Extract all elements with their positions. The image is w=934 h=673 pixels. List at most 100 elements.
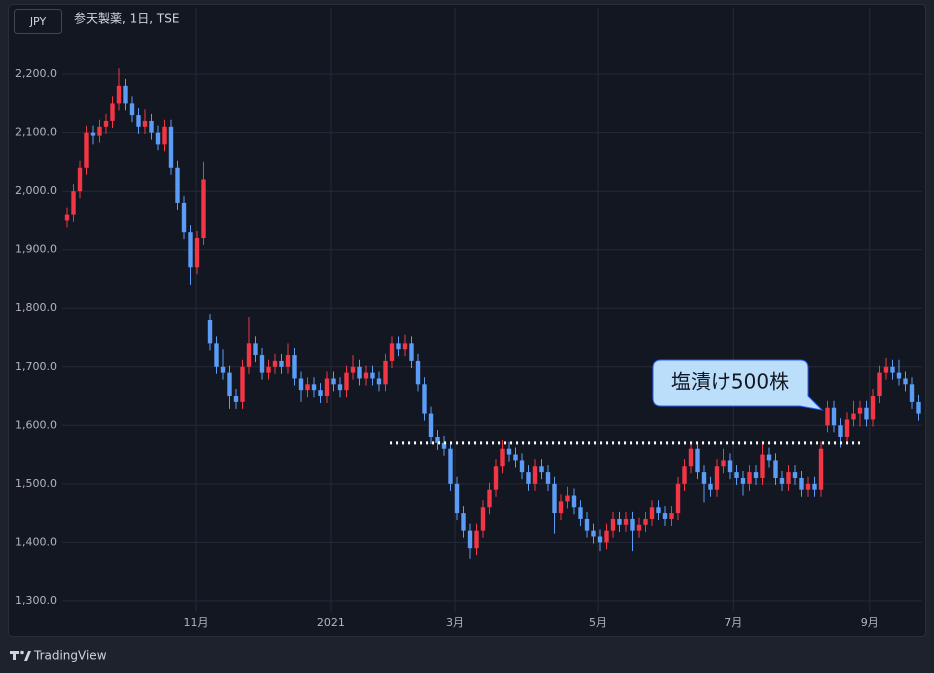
candle-body [246,343,252,367]
candle-body [890,366,895,373]
currency-button[interactable] [14,9,62,34]
candle-body [227,372,232,397]
candle-body [799,477,804,490]
candle-body [610,518,616,531]
candle-body [305,384,310,391]
candle-body [233,396,239,402]
candle-body [188,232,193,268]
candle-body [181,202,187,233]
candle-body [318,390,323,397]
candle-body [194,238,200,268]
callout-box [652,359,824,411]
candle-body [461,513,466,531]
candle-body [838,425,843,438]
candle-body [207,319,213,344]
y-tick-label: 1,300.0 [15,594,57,607]
candle-body [740,477,746,484]
candle-body [604,530,609,543]
candle-body [363,372,369,379]
candle-body [669,513,674,519]
candle-body [201,179,206,239]
y-tick-label: 1,800.0 [15,301,57,314]
candle-body [376,378,382,385]
candle-body [155,132,161,145]
candle-body [844,419,850,438]
candle-body [110,103,115,121]
candle-body [298,378,304,391]
candle-body [623,518,629,525]
candle-body [688,448,694,467]
candle-body [441,442,447,449]
candle-body [649,507,655,519]
candle-body [220,366,226,373]
candle-body [675,483,681,514]
chart-panel [8,4,926,637]
candle-body [402,343,408,350]
candle-body [149,120,154,133]
candle-body [883,366,889,373]
candle-body [760,454,765,478]
candle-body [493,466,499,490]
candle-body [116,85,122,104]
candle-body [753,472,759,478]
candle-body [311,384,317,391]
candle-body [168,126,174,168]
candle-body [240,366,245,402]
candle-body [578,507,583,519]
candle-body [324,378,330,397]
candle-body [539,466,544,473]
candle-body [870,396,876,420]
candle-body [734,472,739,478]
x-tick-label: 5月 [589,616,607,629]
candle-body [71,191,76,215]
y-tick-label: 1,400.0 [15,535,57,548]
currency-label[interactable]: JPY [29,15,47,28]
chart-title: 参天製薬, 1日, TSE [74,11,179,26]
candle-body [77,167,83,192]
y-tick-label: 1,900.0 [15,243,57,256]
candle-body [337,384,343,391]
candle-body [786,472,791,484]
candle-body [565,495,570,502]
candle-body [721,460,726,467]
candle-body [357,366,362,379]
candles [64,68,921,559]
candle-body [480,507,486,531]
candle-body [662,513,668,519]
candle-body [571,495,577,508]
candle-body [175,167,180,203]
candle-body [545,472,551,484]
candle-body [773,460,778,478]
candle-body [766,454,772,461]
brand-name: TradingView [33,649,107,663]
candle-body [708,483,713,490]
candle-body [90,132,96,136]
candle-body [448,448,453,484]
candle-body [344,372,349,391]
x-tick-label: 9月 [861,616,879,629]
candle-body [64,214,70,221]
candle-body [727,460,733,473]
candle-body [350,366,356,373]
candle-body [818,448,824,490]
candle-body [136,115,141,127]
candle-body [630,518,635,531]
candle-body [409,343,414,361]
candle-body [454,483,460,514]
candle-body [331,378,336,385]
candle-body [864,407,869,420]
brand-logo [10,650,31,661]
x-tick-label: 3月 [446,616,464,629]
candle-body [513,454,518,461]
candle-body [812,483,817,490]
candle-body [636,524,642,531]
candle-body [123,85,128,104]
candle-body [500,448,505,467]
candle-body [896,372,902,379]
candle-body [877,372,882,397]
candle-body [526,472,531,484]
y-tick-label: 1,600.0 [15,418,57,431]
callout-text: 塩漬け500株 [671,370,789,394]
candle-body [84,132,89,168]
